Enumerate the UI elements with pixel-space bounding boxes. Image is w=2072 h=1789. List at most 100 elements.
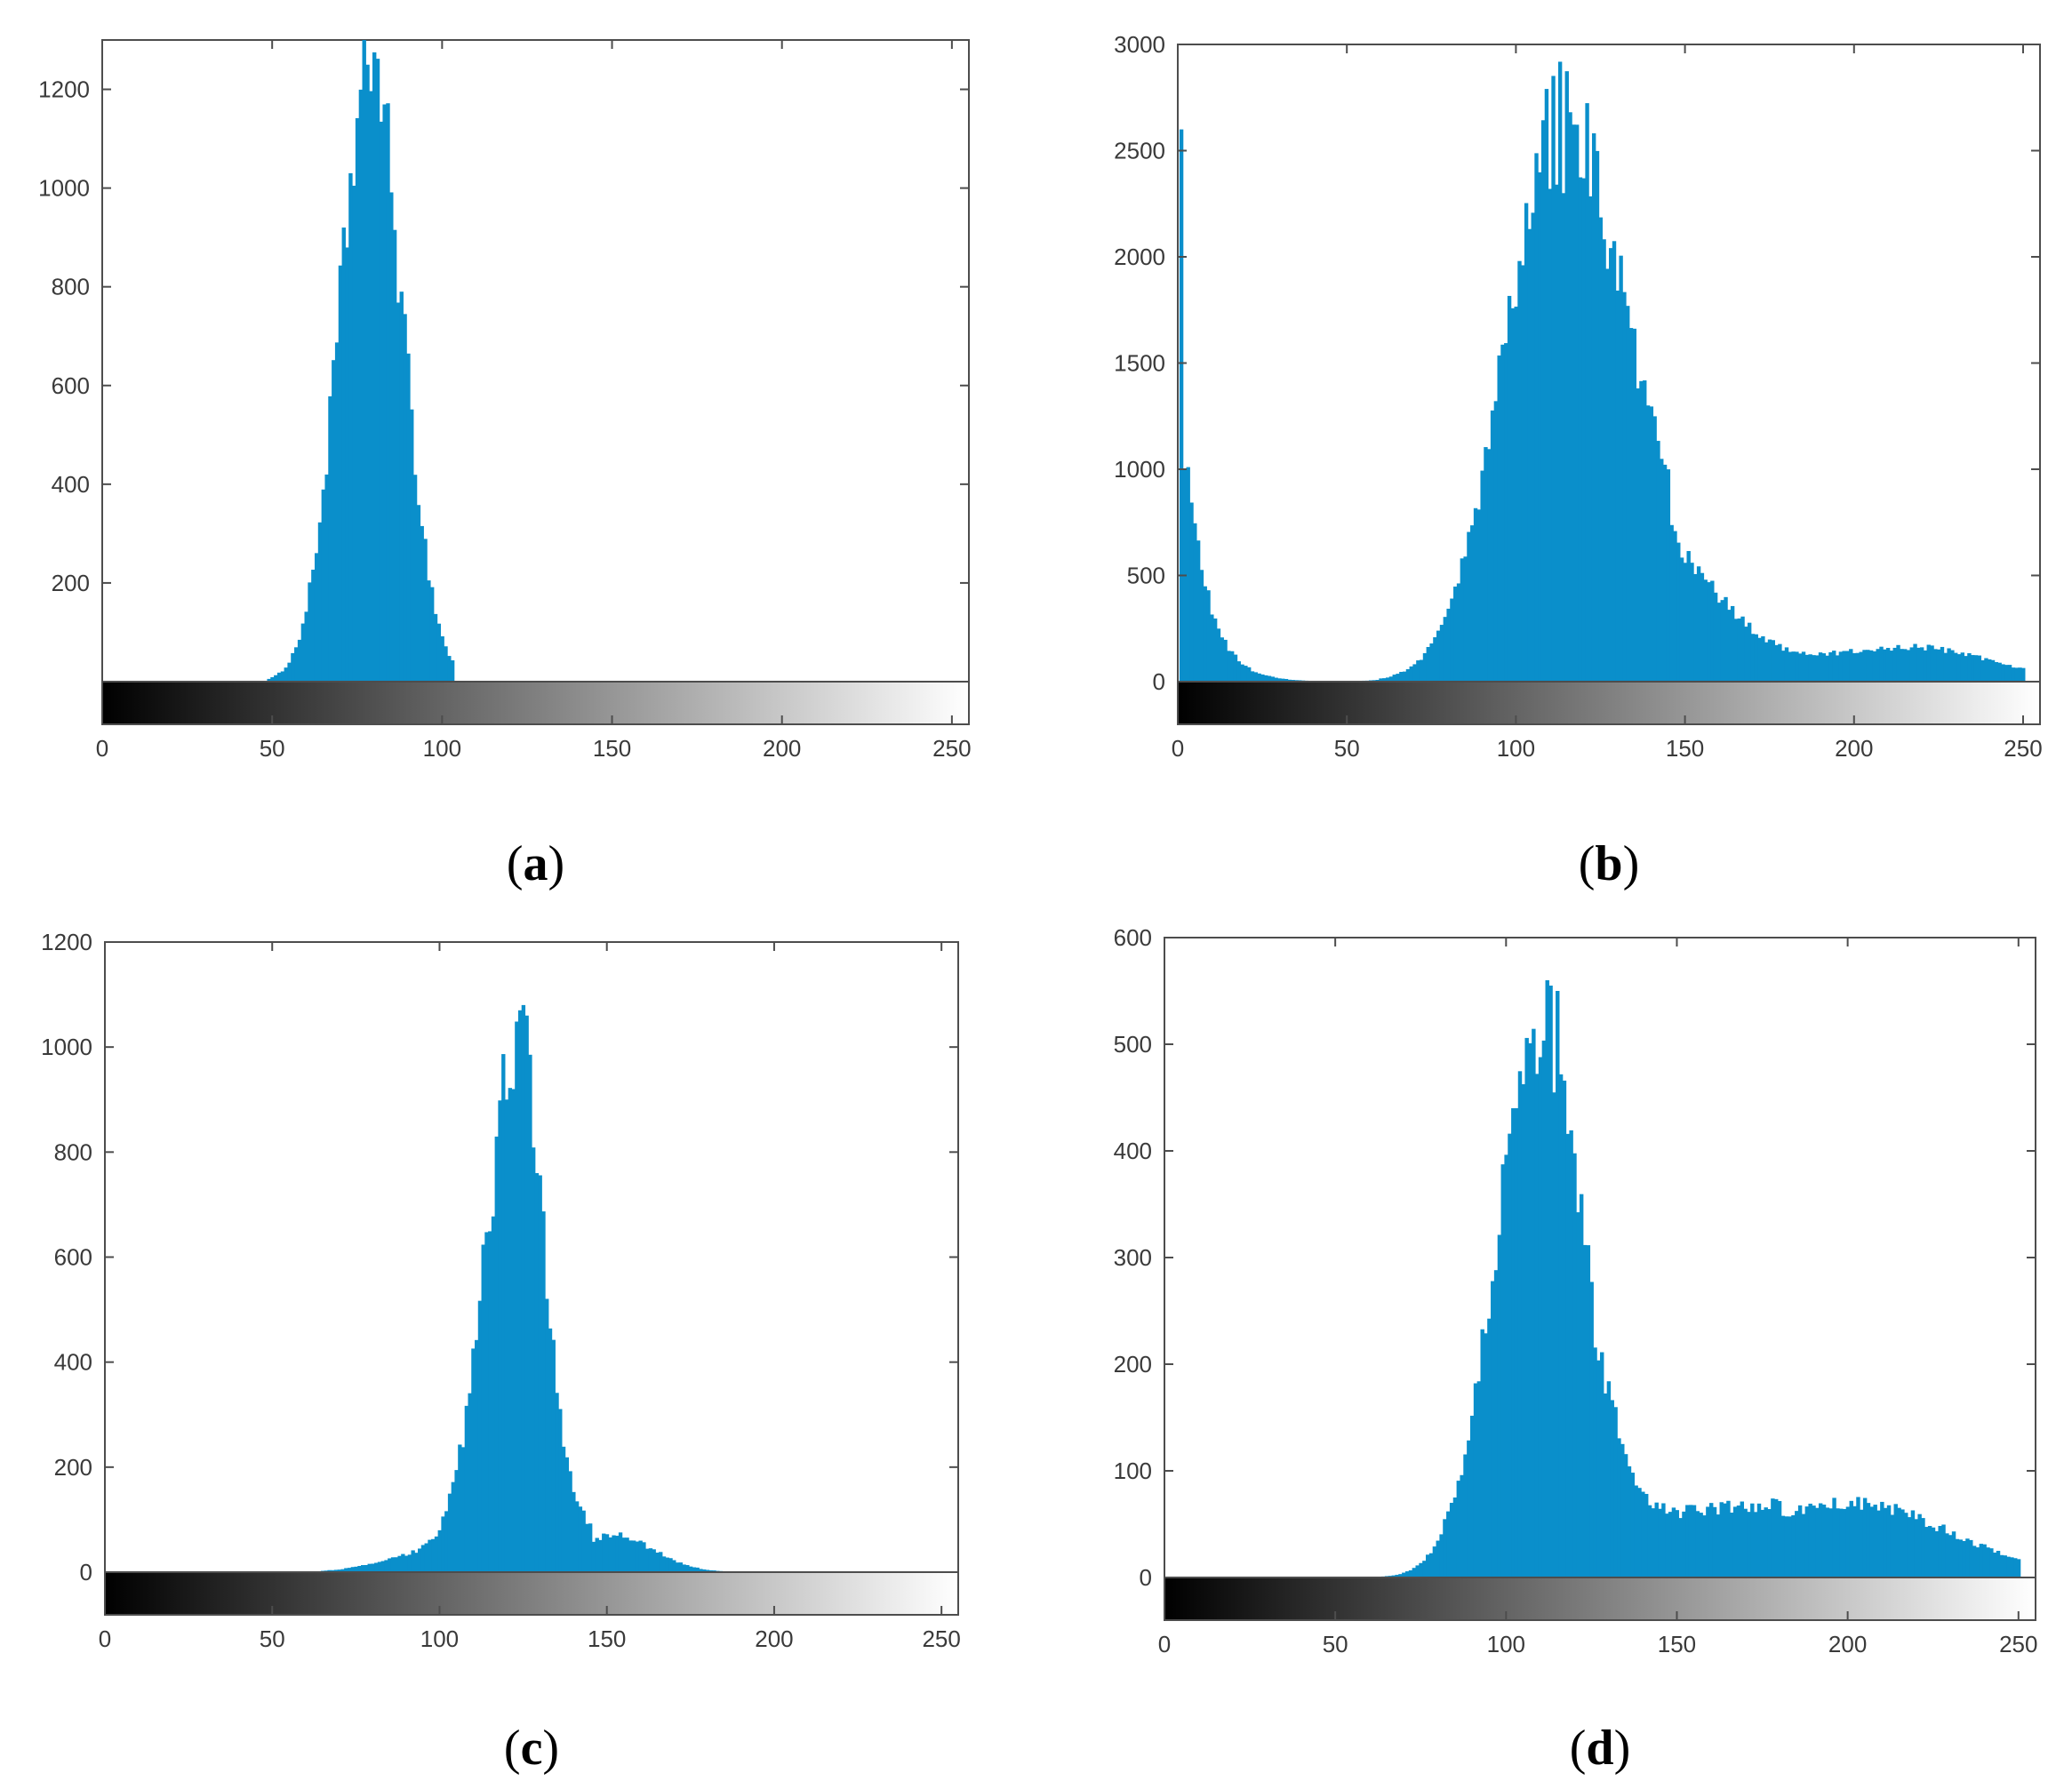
histogram-bar <box>1969 1539 1973 1577</box>
y-tick-label: 400 <box>1114 1138 1152 1164</box>
histogram-bar <box>1938 1526 1942 1577</box>
histogram-bar <box>1757 637 1762 682</box>
histogram-bar <box>1778 643 1782 682</box>
histogram-bar <box>635 1541 640 1572</box>
x-tick-label: 200 <box>755 1625 793 1652</box>
histogram-bar <box>1652 416 1657 682</box>
histogram-bar <box>1972 1545 1977 1577</box>
histogram-bar <box>1598 217 1603 683</box>
histogram-bar <box>1740 1501 1745 1577</box>
histogram-bar <box>532 1147 536 1572</box>
histogram-bar <box>508 1088 513 1572</box>
histogram-bar <box>1617 1438 1621 1577</box>
histogram-bar <box>1712 1506 1717 1577</box>
histogram-bar <box>355 117 360 682</box>
y-tick-label: 2500 <box>1114 138 1165 164</box>
histogram-bar <box>1511 1107 1516 1577</box>
histogram-bar <box>1491 1281 1495 1577</box>
histogram-bar <box>1449 1502 1454 1577</box>
histogram-bar <box>2004 665 2009 682</box>
histogram-bar <box>374 1562 379 1572</box>
histogram-bar <box>1996 1551 2001 1577</box>
histogram-bar <box>411 1550 415 1572</box>
histogram-bar <box>1510 307 1516 682</box>
histogram-bar <box>1658 1508 1662 1577</box>
histogram-bar <box>1388 676 1394 682</box>
histogram-bar <box>416 505 421 682</box>
histogram-bar <box>1419 1562 1423 1577</box>
histogram-bar <box>1781 651 1786 682</box>
histogram-bar <box>1801 1513 1806 1577</box>
y-tick-label: 1000 <box>1114 456 1165 483</box>
histogram-bar <box>2006 1556 2011 1577</box>
histogram-bar <box>524 1015 529 1572</box>
histogram-bar <box>1206 590 1211 682</box>
histogram-bar <box>1460 1474 1464 1577</box>
histogram-bar <box>1572 1153 1577 1577</box>
histogram-bar <box>1980 659 1985 682</box>
histogram-bar <box>1500 1164 1505 1577</box>
histogram-bar <box>1832 1497 1836 1577</box>
histogram-bar <box>1679 557 1684 682</box>
histogram-bar <box>397 1555 402 1572</box>
histogram-bar <box>645 1548 650 1572</box>
histogram-bar <box>1402 671 1407 682</box>
histogram-bar <box>1719 1502 1724 1577</box>
histogram-bar <box>1788 651 1793 682</box>
histogram-bar <box>1795 1511 1799 1577</box>
histogram-bar <box>1737 618 1741 682</box>
histogram-bar <box>2013 1558 2018 1577</box>
histogram-bar <box>491 1216 496 1572</box>
histogram-bar <box>332 360 336 682</box>
histogram-bar <box>1836 1508 1840 1577</box>
histogram-bar <box>501 1054 506 1572</box>
histogram-bar <box>454 1470 459 1572</box>
x-tick-label: 0 <box>96 735 108 762</box>
histogram-bar <box>1913 643 1917 682</box>
histogram-panel-a: 200 400 600 800 1000 1200 0 50 100 150 200 250 (a) <box>38 39 972 891</box>
histogram-bar <box>1934 1530 1940 1577</box>
histogram-bar <box>418 1548 422 1572</box>
histogram-bar <box>591 1541 596 1572</box>
histogram-bar <box>1538 172 1542 683</box>
histogram-bar <box>477 1300 483 1572</box>
histogram-bar <box>1385 677 1390 682</box>
histogram-bar <box>1900 1509 1905 1577</box>
histogram-bar <box>372 52 377 682</box>
histogram-bar <box>1233 654 1238 682</box>
histogram-bar <box>1517 1071 1523 1577</box>
histogram-bar <box>572 1491 576 1572</box>
histogram-bar <box>389 192 394 682</box>
panel-label-b: (b) <box>1579 836 1639 891</box>
histogram-bar <box>1879 646 1884 682</box>
histogram-bar <box>1645 405 1651 682</box>
histogram-bar <box>484 1232 489 1572</box>
histogram-bar <box>1264 675 1268 682</box>
histogram-bar <box>1227 651 1231 682</box>
histogram-bar <box>621 1537 627 1572</box>
histogram-bar <box>1186 467 1190 682</box>
histogram-bar <box>1767 1509 1772 1577</box>
histogram-bar <box>551 1339 556 1572</box>
histogram-bar <box>1551 76 1556 683</box>
histogram-bar <box>678 1562 684 1572</box>
histogram-bar <box>297 639 302 682</box>
histogram-bar <box>1992 1553 1997 1577</box>
histogram-bar <box>328 395 332 682</box>
histogram-bar <box>468 1393 472 1572</box>
histogram-bar <box>1620 1443 1625 1577</box>
histogram-bar <box>444 646 448 682</box>
histogram-bar <box>1876 1510 1881 1577</box>
histogram-bar <box>1412 1568 1417 1577</box>
histogram-bar <box>1798 653 1803 682</box>
histogram-bar <box>345 247 349 682</box>
histogram-bar <box>1651 1508 1656 1577</box>
histogram-bar <box>1828 1508 1833 1577</box>
histogram-bar <box>364 1564 369 1572</box>
histogram-bar <box>1730 1513 1734 1577</box>
histogram-bar <box>1943 652 1948 682</box>
histogram-bar <box>1240 664 1244 682</box>
histogram-bar <box>380 1561 385 1572</box>
histogram-bar <box>1630 1473 1636 1577</box>
histogram-bar <box>1287 679 1292 682</box>
